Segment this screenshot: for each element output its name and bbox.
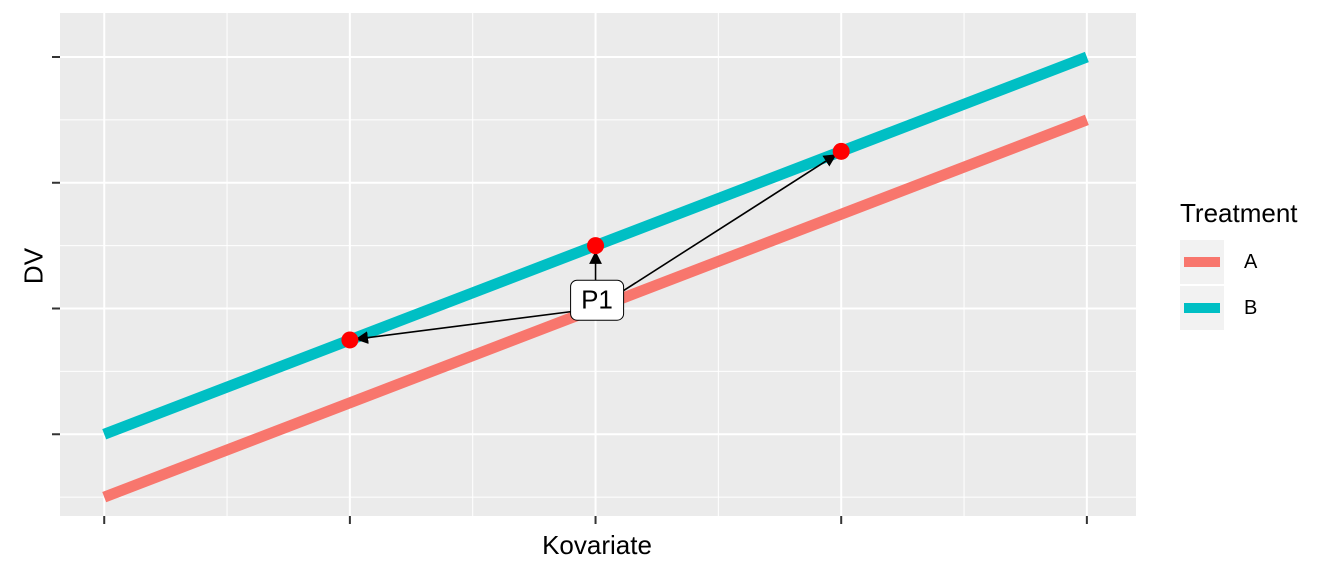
legend-item-a: A [1180,239,1298,285]
highlight-point [587,237,605,255]
highlight-point [341,331,359,349]
x-axis-label: Kovariate [542,530,652,560]
legend: Treatment A B [1180,198,1298,331]
legend-label-a: A [1244,250,1258,273]
legend-swatch-a [1184,257,1220,267]
legend-key-b [1180,286,1224,330]
legend-swatch-b [1184,303,1220,313]
legend-title: Treatment [1180,198,1298,228]
annotation-arrow [355,307,596,344]
y-axis-label: DV [18,247,49,285]
grid-major [60,13,1136,516]
annotation-arrow [595,154,837,310]
plot-panel [60,13,1136,516]
legend-key-a [1180,240,1224,284]
points-layer [341,142,850,349]
ticks-layer [52,56,1088,524]
legend-item-b: B [1180,285,1298,331]
highlight-point [832,142,850,160]
annotation-label: P1 [570,279,624,321]
legend-label-b: B [1244,296,1258,319]
